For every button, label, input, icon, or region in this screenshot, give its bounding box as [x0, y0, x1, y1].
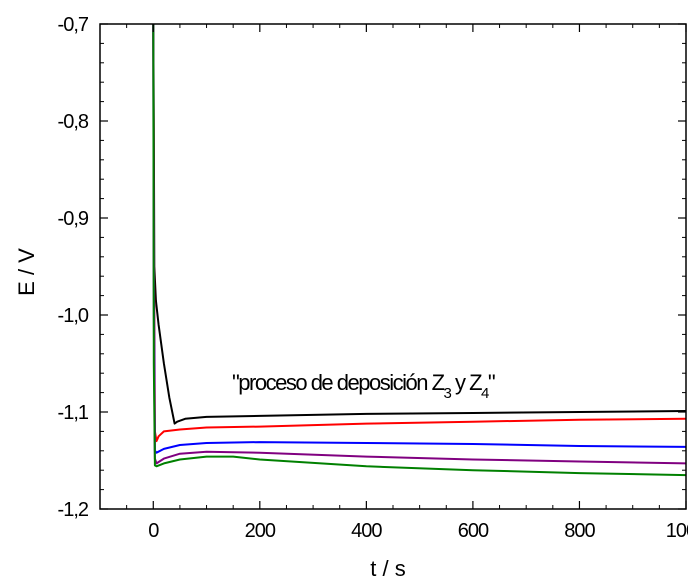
- annotation-middle: y Z: [450, 370, 482, 395]
- x-tick-label: 400: [351, 520, 382, 542]
- x-tick-label: 1000: [666, 520, 688, 542]
- y-axis-title: E / V: [14, 248, 39, 296]
- series-layer: [152, 23, 687, 477]
- series-line-4: [152, 23, 687, 465]
- annotation-subscript-4: 4: [481, 385, 489, 402]
- y-tick-label: -0,9: [58, 208, 89, 230]
- x-tick-label: 0: [148, 520, 159, 542]
- annotation-subscript-3: 3: [444, 385, 452, 402]
- y-tick-label: -1,1: [58, 402, 89, 424]
- y-tick-label: -0,8: [58, 111, 89, 133]
- y-tick-label: -1,2: [58, 499, 89, 521]
- y-tick-label: -1,0: [58, 305, 89, 327]
- tick-labels-layer: 0 200 400 600 800 1000 -0,7 -0,8 -0,9 -1,0 -1,1 -1,…: [58, 14, 688, 542]
- series-line-1: [152, 23, 687, 425]
- x-axis-title: t / s: [370, 556, 405, 581]
- x-tick-label: 800: [564, 520, 595, 542]
- plot-area-frame: [99, 23, 687, 510]
- annotation-prefix: "proceso de deposición Z: [232, 370, 445, 395]
- process-annotation: "proceso de deposición Z3 y Z4": [232, 370, 495, 402]
- ticks-layer: [99, 23, 687, 510]
- series-line-5: [152, 23, 687, 477]
- x-tick-label: 600: [458, 520, 489, 542]
- x-tick-label: 200: [245, 520, 276, 542]
- annotation-suffix: ": [488, 370, 495, 395]
- y-tick-label: -0,7: [58, 14, 89, 36]
